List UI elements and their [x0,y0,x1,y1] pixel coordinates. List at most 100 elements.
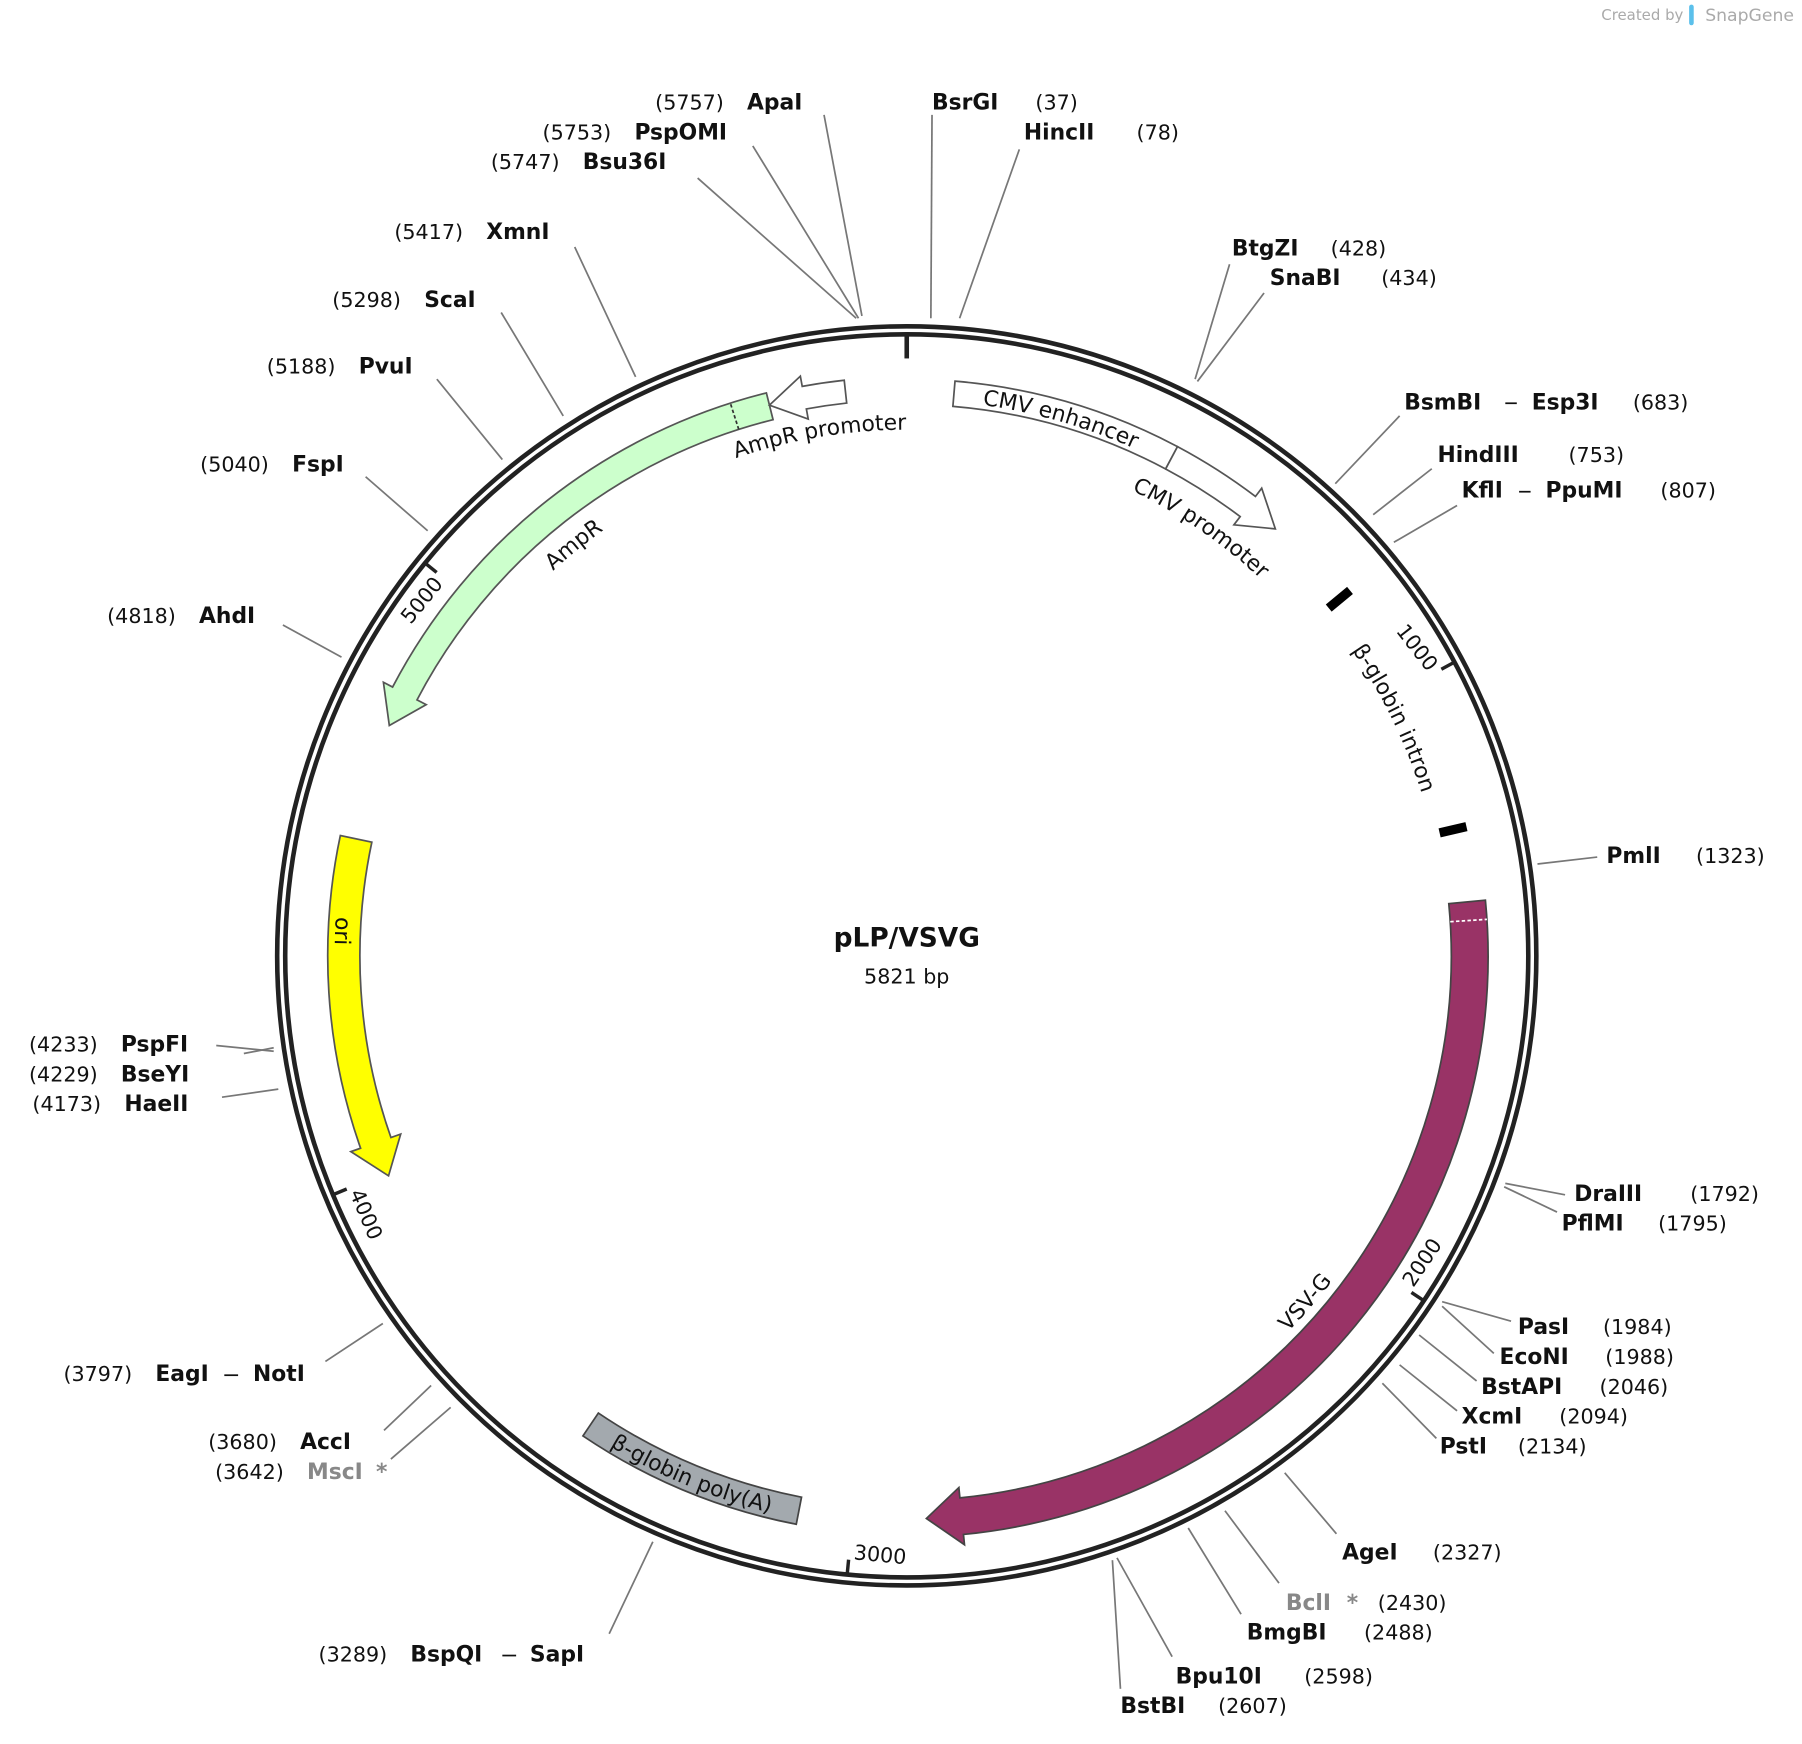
site-leader [573,246,637,378]
site-name: PmlI [1606,844,1660,869]
intron-mark [1325,586,1353,612]
site-name: FspI [292,452,344,477]
site-leader [324,1322,384,1363]
ring-tick [1410,1291,1425,1303]
site-position: (2607) [1218,1694,1287,1718]
watermark-prefix: Created by [1601,6,1683,24]
site-name: SapI [530,1643,584,1668]
site-name: Esp3I [1532,390,1599,415]
site-leader [390,1406,452,1460]
site-name: AhdI [199,604,255,629]
site-leader [1381,1382,1437,1440]
watermark-brand: SnapGene [1705,6,1794,26]
site-position: (5298) [332,288,401,312]
site-name: Bsu36I [583,150,667,175]
site-position: (3797) [63,1362,132,1386]
site-leader [1116,1557,1173,1658]
site-position: (4173) [32,1092,101,1116]
site-leader [1334,415,1401,485]
site-position: (3289) [319,1643,388,1667]
site-leader [1441,1305,1495,1355]
site-position: (807) [1660,479,1716,503]
site-position: (3642) [215,1460,284,1484]
site-leader [823,114,863,317]
site-position: (5753) [543,120,612,144]
site-name: HindIII [1438,443,1519,468]
site-leader [500,312,564,417]
site-leader [608,1541,654,1635]
feature-divider [729,402,740,430]
site-position: (2598) [1304,1664,1373,1688]
site-position: (753) [1568,443,1624,467]
site-name: XcmI [1462,1405,1523,1430]
site-leader [1196,292,1265,382]
site-name: BstBI [1120,1694,1185,1719]
site-leader [365,476,429,532]
ring-tick [1440,660,1456,671]
site-name: BmgBI [1247,1621,1327,1646]
site-name: BseYI [121,1062,189,1087]
site-leader [1111,1560,1122,1689]
site-leader [221,1088,279,1099]
site-name: BsrGI [932,90,998,115]
site-position: (1792) [1690,1182,1759,1206]
site-leader [697,177,857,319]
site-name: AccI [300,1430,351,1455]
site-name: DraIII [1574,1182,1642,1207]
feature-cmv-promoter [1164,445,1277,530]
site-leader [383,1384,432,1431]
map-title: pLP/VSVG [834,923,980,954]
site-position: (428) [1331,236,1387,260]
site-name: ApaI [747,90,802,115]
site-leader [216,1044,274,1053]
site-position: (2046) [1600,1375,1669,1399]
site-leader [958,149,1021,319]
site-name: HaeII [124,1092,188,1117]
ring-tick [332,1187,348,1197]
site-name: BtgZI [1232,236,1299,261]
site-position: (4818) [107,604,176,628]
site-mark: * [1347,1591,1358,1616]
site-leader [1372,468,1433,516]
site-leader [1505,1182,1566,1196]
feature-vsv-g [925,899,1489,1547]
site-position: (2094) [1559,1405,1628,1429]
site-leader [1224,1510,1280,1584]
site-position: (5040) [200,452,269,476]
site-position: (5747) [491,150,560,174]
feature-label: ori [329,916,355,945]
site-name: HincII [1024,120,1094,145]
site-position: (3680) [208,1430,277,1454]
site-name: SnaBI [1270,266,1341,291]
site-name: PvuI [359,355,413,380]
feature-ampr-promoter [767,374,848,421]
ring-tick-label: 3000 [853,1540,908,1569]
site-position: (78) [1137,120,1179,144]
site-name: EagI [155,1362,208,1387]
feature-ampr [382,391,775,727]
site-leader [1187,1527,1242,1615]
site-name: PflMI [1562,1212,1624,1237]
site-name: BstAPI [1481,1375,1562,1400]
feature-polya [581,1411,803,1526]
site-leader [1537,856,1598,865]
site-name: AgeI [1342,1540,1397,1565]
site-leader [436,378,504,461]
site-position: (4229) [29,1062,98,1086]
site-position: (1795) [1658,1212,1727,1236]
site-leader [1194,263,1231,380]
site-position: (37) [1035,90,1077,114]
ring-tick [845,1559,851,1575]
site-name: XmnI [486,220,549,245]
site-name: PspFI [121,1032,188,1057]
site-name: BclI [1286,1591,1331,1616]
site-name: BspQI [410,1643,482,1668]
site-position: (1984) [1603,1315,1672,1339]
site-position: (1988) [1605,1345,1674,1369]
site-position: (5188) [267,355,336,379]
site-position: (4233) [29,1032,98,1056]
site-leader [1441,1300,1512,1323]
site-name: MscI [307,1460,363,1485]
